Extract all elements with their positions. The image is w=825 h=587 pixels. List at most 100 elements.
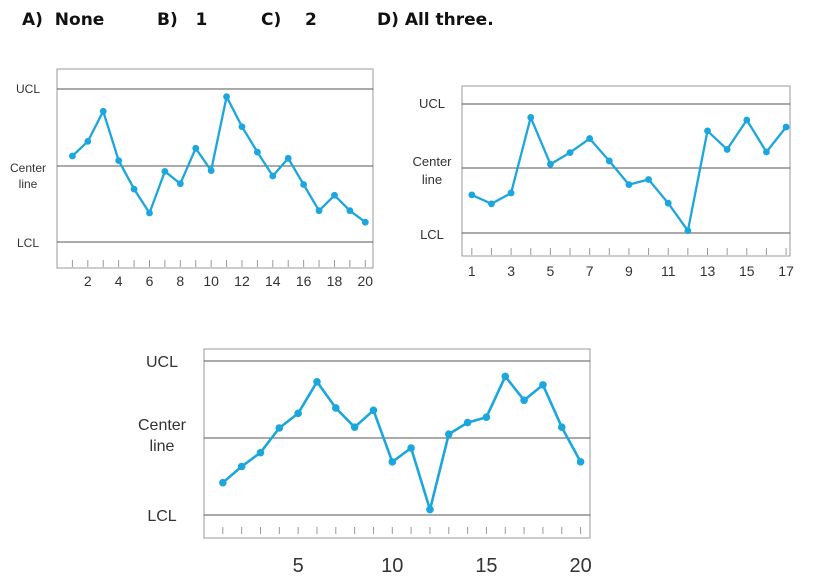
x-tick-label: 15 (475, 555, 497, 577)
lcl-label: LCL (147, 508, 176, 525)
data-point (294, 409, 302, 418)
x-tick-label: 7 (586, 263, 594, 279)
x-tick-label: 6 (146, 273, 154, 289)
x-tick-label: 2 (84, 273, 92, 289)
answer-label: C) (261, 10, 282, 30)
data-point (664, 199, 672, 207)
center-line-label: Center (138, 417, 187, 434)
x-tick-label: 20 (569, 555, 591, 577)
control-chart-3: UCL Center line LCL 5 10 15 20 (138, 348, 592, 577)
data-point (576, 458, 585, 466)
series-line (221, 375, 582, 511)
data-point (275, 424, 284, 432)
data-point (704, 127, 711, 135)
answer-label: D) (377, 10, 399, 30)
data-point (625, 181, 633, 189)
data-point (645, 176, 652, 183)
data-point (566, 149, 574, 157)
plot-frame (461, 85, 791, 257)
data-point (507, 189, 515, 197)
x-tick-label: 20 (358, 273, 374, 289)
data-point (192, 144, 200, 152)
x-tick-label: 5 (293, 555, 304, 577)
data-point (407, 444, 415, 452)
data-point (488, 200, 495, 208)
data-point (331, 191, 338, 199)
answer-text: None (54, 10, 105, 30)
series-line (471, 116, 788, 232)
ucl-label: UCL (419, 96, 445, 111)
lcl-label: LCL (420, 227, 444, 242)
data-point (238, 123, 246, 131)
ucl-label: UCL (16, 82, 40, 96)
x-tick-label: 18 (327, 273, 343, 289)
center-line-label: line (19, 177, 38, 191)
plot-frame (56, 68, 374, 269)
data-point (723, 146, 731, 153)
data-point (256, 448, 265, 457)
data-point (463, 418, 472, 427)
data-point (115, 157, 123, 165)
plot-frame (203, 348, 591, 539)
x-tick-label: 5 (546, 263, 554, 279)
answer-choice-b[interactable]: B) 1 (157, 10, 207, 30)
center-line-label: line (422, 172, 442, 187)
data-point (219, 478, 227, 487)
data-point (482, 413, 491, 422)
data-point (99, 107, 107, 115)
data-point (313, 377, 321, 386)
data-point (253, 148, 261, 156)
center-line-label: Center (10, 161, 46, 175)
data-point (782, 123, 790, 131)
x-tick-label: 1 (468, 263, 476, 279)
data-point (369, 406, 378, 415)
x-tick-label: 13 (700, 263, 716, 279)
answer-text: 1 (195, 10, 208, 30)
answer-choice-c[interactable]: C) 2 (261, 10, 317, 30)
answer-choice-d[interactable]: D) All three. (377, 10, 494, 30)
data-point (207, 167, 215, 175)
x-tick-label: 9 (625, 263, 633, 279)
control-chart-1: UCL Center line LCL 2 4 6 8 10 12 14 16 18 20 (10, 68, 374, 289)
data-point (237, 462, 246, 471)
data-point (763, 148, 770, 156)
data-point (557, 423, 566, 432)
x-tick-label: 15 (739, 263, 755, 279)
data-point (130, 185, 138, 193)
data-point (223, 93, 230, 101)
ucl-label: UCL (146, 354, 178, 371)
data-point (520, 396, 528, 405)
data-point (684, 227, 692, 235)
answer-label: A) (22, 10, 43, 30)
data-point (161, 167, 169, 175)
x-tick-label: 8 (176, 273, 184, 289)
data-point (300, 181, 308, 188)
data-point (426, 505, 434, 514)
data-point (284, 154, 292, 162)
data-point (605, 157, 613, 165)
data-point (586, 135, 594, 142)
x-tick-label: 10 (381, 555, 403, 577)
data-point (346, 207, 354, 215)
x-tick-label: 12 (234, 273, 250, 289)
x-tick-label: 4 (115, 273, 123, 289)
x-tick-label: 10 (203, 273, 219, 289)
data-point (350, 423, 359, 432)
data-point (269, 172, 277, 180)
data-point (315, 207, 323, 215)
data-point (388, 458, 397, 466)
x-tick-label: 17 (778, 263, 794, 279)
answer-choice-a[interactable]: A) None (22, 10, 104, 30)
lcl-label: LCL (17, 236, 39, 250)
data-point (69, 152, 76, 160)
data-point (84, 137, 92, 145)
data-point (743, 116, 751, 124)
center-line-label: line (150, 438, 175, 455)
data-point (539, 381, 547, 389)
data-point (501, 372, 510, 381)
x-tick-label: 11 (661, 263, 676, 279)
answer-text: All three. (404, 10, 494, 30)
x-tick-label: 16 (296, 273, 312, 289)
